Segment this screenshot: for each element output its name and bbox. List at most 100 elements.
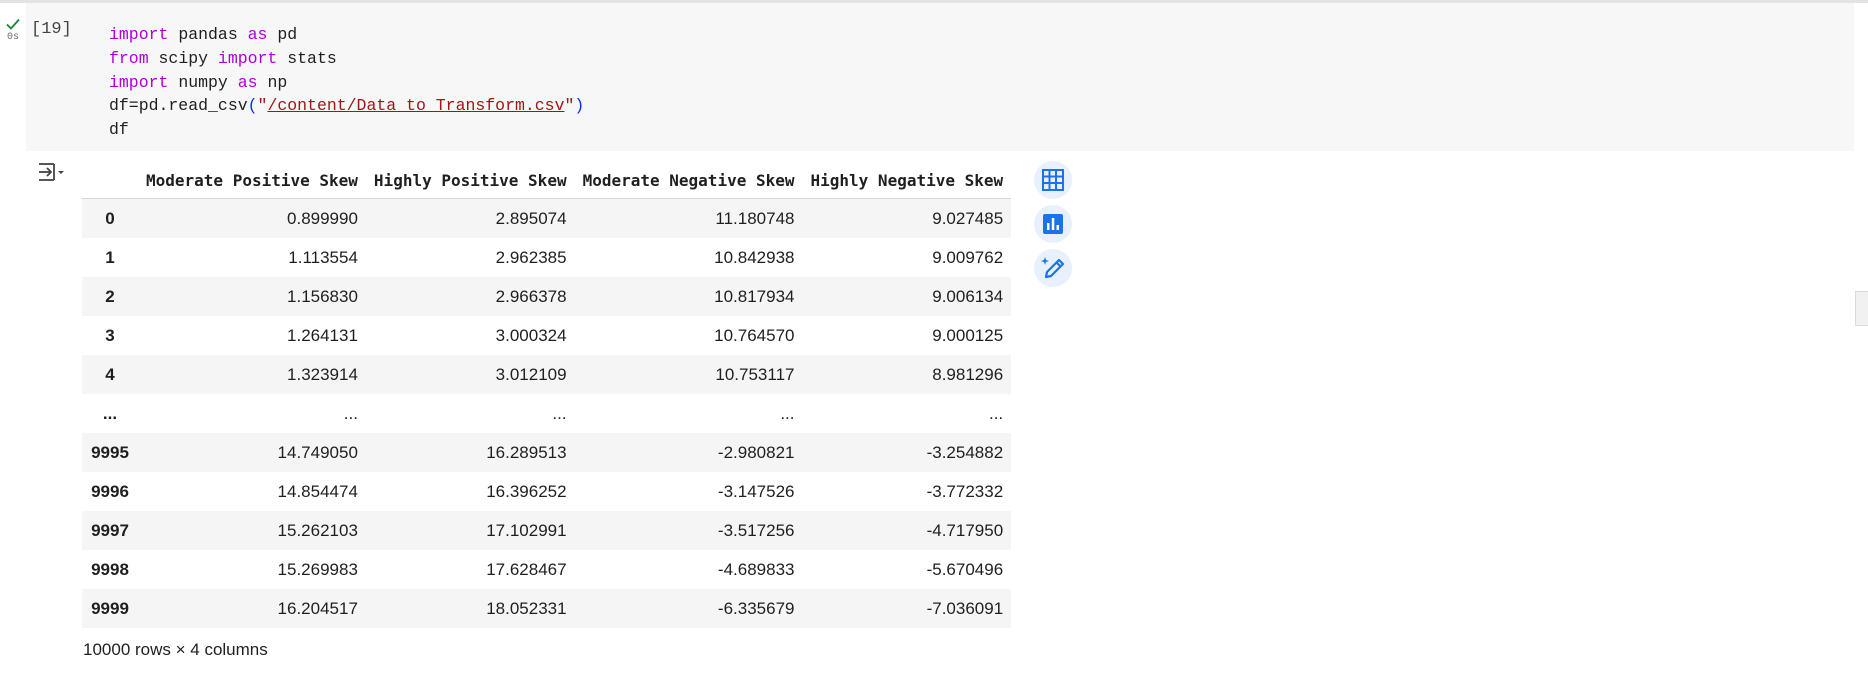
scrollbar-thumb[interactable] [1855, 291, 1868, 326]
table-cell: 10.842938 [714, 247, 795, 267]
row-index: 2 [105, 286, 115, 306]
table-cell: 16.289513 [486, 442, 567, 462]
table-cell: ... [552, 403, 567, 423]
table-cell: 2.966378 [495, 286, 567, 306]
code-token: scipy [148, 48, 218, 68]
dataframe-table: Moderate Positive Skew Highly Positive Sk… [82, 162, 1012, 628]
table-cell: 3.000324 [495, 325, 567, 345]
table-cell: -6.335679 [717, 598, 795, 618]
table-view-icon [1042, 169, 1064, 191]
table-cell: 15.262103 [277, 520, 358, 540]
row-index: 9997 [91, 520, 129, 540]
code-token: " [564, 96, 575, 116]
table-cell: 18.052331 [486, 598, 567, 618]
table-cell: 10.817934 [714, 286, 795, 306]
row-index: 9999 [91, 598, 129, 618]
code-editor[interactable]: import pandas as pd from scipy import st… [109, 23, 584, 142]
code-token: import [109, 72, 169, 92]
output-collapse-icon[interactable] [37, 161, 65, 183]
table-cell: 14.854474 [277, 481, 358, 501]
code-token: ( [247, 96, 258, 116]
column-header: Moderate Negative Skew [574, 162, 803, 199]
table-cell: -2.980821 [717, 442, 795, 462]
code-token: as [237, 72, 258, 92]
code-token: from [109, 48, 149, 68]
code-token: ) [574, 96, 585, 116]
execution-count[interactable]: [19] [31, 20, 72, 39]
table-row: 3 1.264131 3.000324 10.764570 9.000125 [82, 316, 1011, 355]
table-row: 0 0.899990 2.895074 11.180748 9.027485 [82, 198, 1012, 238]
row-index: 9998 [91, 559, 129, 579]
exec-time: 0s [6, 32, 19, 43]
index-header [82, 162, 138, 199]
table-cell: 1.264131 [287, 325, 358, 345]
table-cell: 1.323914 [287, 364, 358, 384]
table-cell: 9.027485 [932, 208, 1004, 228]
row-index: 9995 [91, 442, 129, 462]
column-header: Highly Negative Skew [802, 162, 1012, 199]
table-cell: 8.981296 [932, 364, 1004, 384]
code-token: import [109, 25, 169, 44]
table-cell: -3.254882 [926, 442, 1004, 462]
code-token: np [257, 72, 288, 92]
table-cell: -4.689833 [717, 559, 795, 579]
table-cell: -5.670496 [926, 559, 1004, 579]
table-cell: 17.102991 [486, 520, 567, 540]
table-cell: 16.204517 [277, 598, 358, 618]
table-cell: 1.156830 [287, 286, 358, 306]
row-index: 4 [105, 364, 115, 384]
table-view-button[interactable] [1034, 161, 1072, 199]
code-token: import [217, 48, 278, 68]
code-cell[interactable]: import pandas as pd from scipy import st… [26, 3, 1854, 151]
table-cell: 9.009762 [932, 247, 1004, 267]
code-token: " [257, 96, 268, 116]
table-cell: 0.899990 [287, 208, 358, 228]
row-index: 9996 [91, 481, 129, 501]
column-header: Moderate Positive Skew [138, 162, 366, 199]
row-index: 1 [105, 247, 115, 267]
table-cell: ... [780, 403, 795, 423]
table-cell: 9.000125 [932, 325, 1004, 345]
table-cell: 3.012109 [495, 364, 567, 384]
table-row: 4 1.323914 3.012109 10.753117 8.981296 [82, 355, 1012, 394]
table-row: 9998 15.269983 17.628467 -4.689833 -5.670496 [82, 550, 1011, 589]
table-cell: 2.895074 [495, 208, 567, 228]
table-cell: 2.962385 [495, 247, 567, 267]
table-cell: 14.749050 [277, 442, 358, 462]
row-index: ... [102, 403, 118, 423]
dataframe-shape: 10000 rows × 4 columns [83, 640, 268, 659]
table-cell: -3.147526 [717, 481, 795, 501]
magic-edit-button[interactable] [1034, 249, 1072, 287]
code-token: stats [277, 48, 337, 68]
code-token: numpy [168, 72, 238, 92]
table-cell: 16.396252 [486, 481, 567, 501]
table-row: 1 1.113554 2.962385 10.842938 9.009762 [82, 238, 1011, 277]
table-header-row: Moderate Positive Skew Highly Positive Sk… [82, 162, 1012, 199]
table-row: ............... [82, 394, 1012, 433]
magic-edit-icon [1041, 257, 1065, 279]
code-token: as [247, 25, 268, 44]
table-row: 9999 16.204517 18.052331 -6.335679 -7.036091 [82, 589, 1012, 628]
code-token: /content/Data_to_Transform.csv [267, 96, 565, 116]
row-index: 3 [105, 325, 115, 345]
check-icon [6, 18, 20, 30]
table-cell: 15.269983 [277, 559, 358, 579]
table-cell: 1.113554 [288, 247, 358, 267]
chart-suggest-button[interactable] [1034, 205, 1072, 243]
table-cell: -4.717950 [926, 520, 1004, 540]
table-row: 2 1.156830 2.966378 10.817934 9.006134 [82, 277, 1012, 316]
table-cell: 10.764570 [714, 325, 795, 345]
code-token: pd [267, 25, 298, 44]
code-token: df=pd.read_csv [109, 96, 248, 116]
table-cell: 17.628467 [486, 559, 567, 579]
code-token: df [109, 120, 129, 140]
table-row: 9997 15.262103 17.102991 -3.517256 -4.717950 [82, 511, 1012, 550]
table-row: 9995 14.749050 16.289513 -2.980821 -3.254882 [82, 433, 1012, 472]
table-row: 9996 14.854474 16.396252 -3.147526 -3.772332 [82, 472, 1011, 511]
table-cell: 9.006134 [932, 286, 1004, 306]
table-cell: -3.772332 [926, 481, 1004, 501]
row-index: 0 [105, 208, 115, 228]
table-cell: ... [343, 403, 358, 423]
table-cell: -7.036091 [926, 598, 1004, 618]
table-cell: 10.753117 [715, 364, 795, 384]
